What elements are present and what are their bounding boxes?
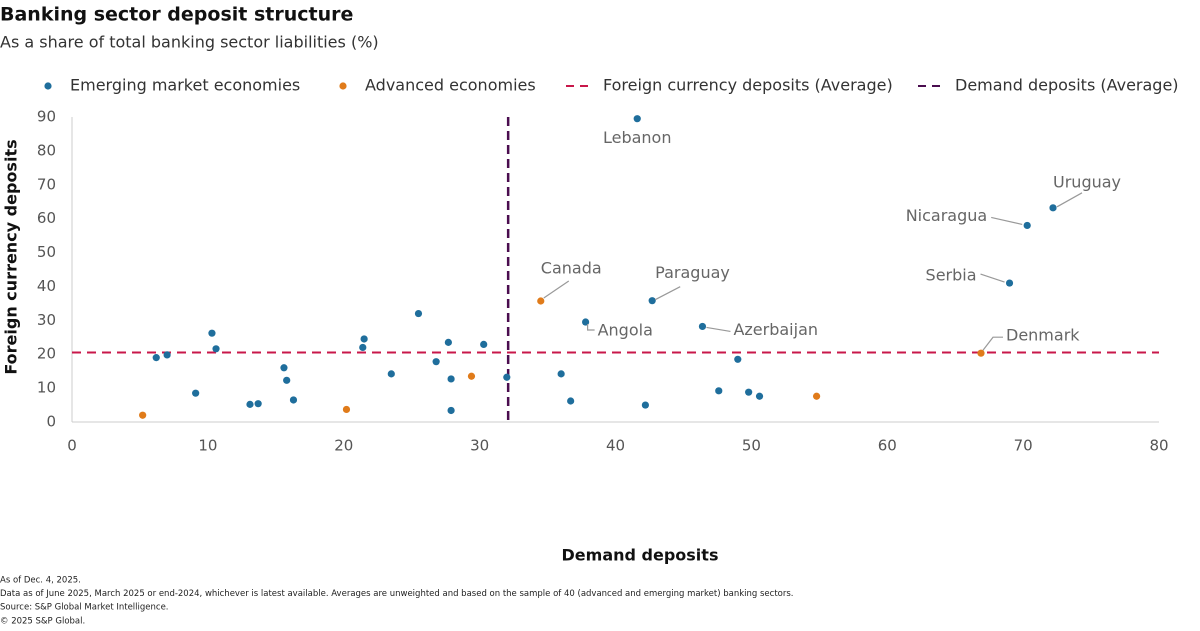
y-tick-label: 80 [37,141,56,159]
point [414,309,423,318]
point [192,389,200,397]
point [567,397,575,405]
point-label: Angola [598,321,653,340]
point [283,376,291,384]
footnote: As of Dec. 4, 2025. [0,576,81,586]
point [246,400,254,408]
point [648,297,656,305]
footnote: © 2025 S&P Global. [0,616,85,626]
point [208,329,216,337]
point [557,370,565,378]
x-tick-label: 40 [606,437,625,455]
chart-subtitle: As a share of total banking sector liabi… [0,33,379,52]
point [582,318,590,326]
legend-label: Foreign currency deposits (Average) [603,76,893,95]
leader-line [543,280,570,299]
leader-line [991,216,1023,226]
leader-line [587,324,595,331]
chart-title: Banking sector deposit structure [0,4,353,26]
y-tick-label: 30 [37,311,56,329]
point [280,364,288,372]
point [755,392,764,400]
x-tick-label: 70 [1014,437,1033,455]
point [503,373,511,381]
x-tick-label: 30 [470,437,489,455]
point-label: Uruguay [1053,172,1121,191]
point [342,405,351,414]
x-tick-label: 10 [198,437,217,455]
legend-marker [339,82,347,90]
footnote: Source: S&P Global Market Intelligence. [0,603,169,613]
legend-marker [44,82,52,90]
point-label: Nicaragua [906,206,988,225]
point [359,343,367,352]
point [360,335,368,343]
point [387,370,395,378]
point [734,355,742,363]
point [139,411,147,419]
point [1005,279,1014,287]
point [812,392,821,400]
leader-line [654,286,681,301]
x-tick-label: 50 [742,437,761,455]
legend-label: Demand deposits (Average) [955,76,1179,95]
footnote: Data as of June 2025, March 2025 or end-… [0,589,794,599]
leader-line [980,273,1005,283]
point [633,115,641,123]
point-label: Canada [541,259,602,278]
point [467,372,476,380]
point [715,387,723,395]
x-tick-label: 20 [334,437,353,455]
point [641,401,649,409]
point [444,338,452,346]
leader-line [706,326,731,333]
legend-label: Advanced economies [365,76,536,95]
point [163,351,171,359]
y-tick-label: 90 [37,108,56,126]
y-tick-label: 20 [37,345,56,363]
point-label: Azerbaijan [733,320,818,339]
point [480,340,488,348]
point [289,396,298,404]
point [1023,221,1031,230]
y-tick-label: 50 [37,243,56,261]
point [447,406,455,415]
point-label: Paraguay [655,263,730,282]
y-tick-label: 60 [37,209,56,227]
point [1049,204,1057,212]
point [977,349,985,357]
x-tick-label: 0 [67,437,77,455]
point [537,297,545,305]
point [212,345,220,353]
leader-line [1056,192,1083,208]
point-label: Serbia [926,266,977,285]
y-axis-label: Foreign currency deposits [2,139,21,374]
point [698,322,707,331]
y-tick-label: 70 [37,175,56,193]
point [432,358,440,366]
x-tick-label: 60 [878,437,897,455]
x-tick-label: 80 [1149,437,1168,455]
y-tick-label: 40 [37,277,56,295]
point-label: Lebanon [603,128,672,147]
legend-label: Emerging market economies [70,76,300,95]
y-tick-label: 0 [46,413,56,431]
point [745,388,753,396]
leader-line [982,336,1004,351]
point [254,400,262,408]
y-tick-label: 10 [37,379,56,397]
x-axis-label: Demand deposits [562,546,719,565]
point-label: Denmark [1006,326,1080,345]
point [447,375,455,383]
point [152,354,160,362]
